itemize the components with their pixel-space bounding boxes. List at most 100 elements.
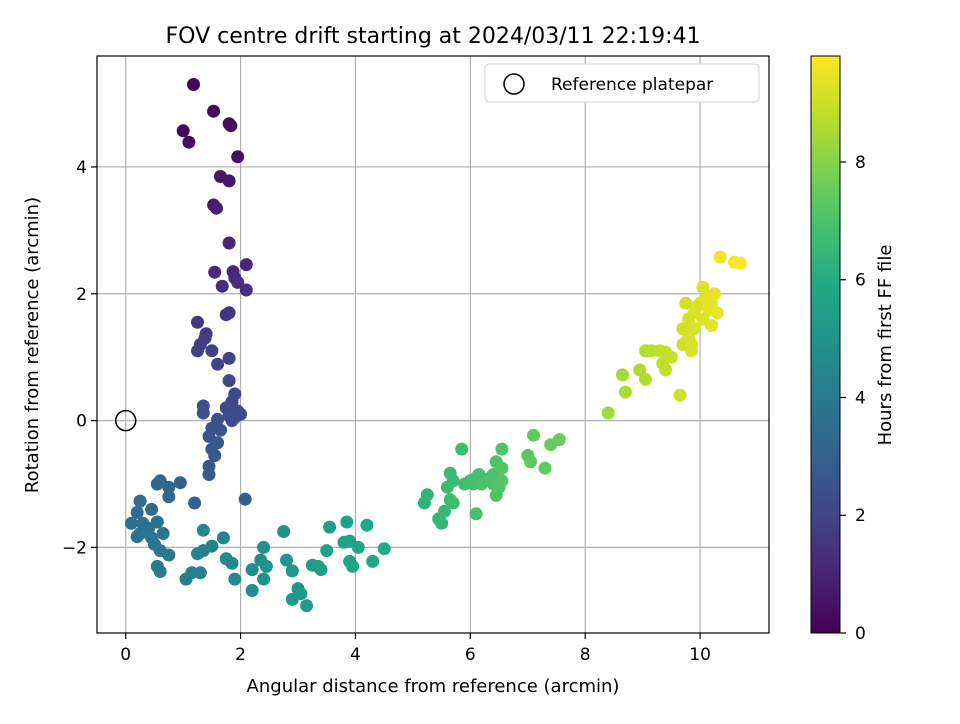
data-point — [495, 474, 509, 488]
data-point — [125, 516, 138, 530]
data-point — [601, 406, 615, 420]
data-point — [676, 322, 690, 336]
data-point — [222, 306, 236, 320]
x-tick-label: 6 — [465, 645, 476, 665]
data-point — [238, 492, 252, 506]
y-axis-label: Rotation from reference (arcmin) — [22, 197, 43, 493]
y-tick-label: −2 — [62, 538, 87, 558]
data-point — [300, 599, 314, 613]
data-point — [222, 236, 236, 250]
data-point — [182, 135, 196, 149]
data-point — [245, 584, 259, 597]
data-point — [664, 350, 678, 364]
x-axis-label: Angular distance from reference (arcmin) — [247, 676, 620, 697]
data-point — [228, 572, 242, 586]
data-point — [193, 566, 207, 580]
data-point — [673, 388, 687, 402]
data-point — [215, 279, 229, 293]
data-point — [616, 368, 629, 382]
data-point — [231, 150, 245, 164]
data-point — [187, 78, 200, 91]
data-point — [687, 322, 701, 336]
data-point — [202, 468, 216, 481]
data-point — [685, 344, 698, 358]
data-point — [222, 351, 236, 365]
data-point — [196, 406, 210, 420]
legend-marker-reference — [503, 73, 525, 95]
data-point — [446, 474, 460, 488]
data-point — [191, 315, 204, 329]
colorbar-tick-label: 0 — [855, 624, 866, 644]
data-point — [710, 306, 724, 320]
data-point — [340, 515, 354, 529]
data-point — [713, 250, 727, 264]
x-tick-label: 10 — [689, 645, 711, 665]
colorbar-tick-label: 8 — [855, 153, 866, 173]
data-point — [435, 516, 449, 530]
data-point — [231, 275, 245, 289]
data-point — [420, 488, 434, 502]
data-point — [150, 477, 164, 491]
data-point — [455, 442, 469, 456]
data-point — [239, 283, 253, 297]
data-points — [125, 78, 747, 613]
data-point — [294, 587, 308, 601]
legend-label: Reference platepar — [551, 75, 713, 95]
data-point — [495, 442, 509, 456]
data-point — [133, 494, 147, 508]
data-point — [156, 527, 170, 540]
data-point — [707, 287, 721, 301]
data-point — [259, 559, 273, 573]
data-point — [346, 559, 360, 573]
y-axis-ticks: −2 0 2 4 — [62, 158, 97, 558]
data-point — [314, 563, 328, 577]
data-point — [216, 531, 230, 545]
data-point — [285, 564, 299, 578]
data-point — [257, 540, 271, 554]
data-point — [188, 496, 202, 510]
colorbar: 0 2 4 6 8 Hours from first FF file — [810, 55, 896, 644]
data-point — [162, 490, 176, 504]
data-point — [360, 518, 374, 532]
data-point — [659, 363, 673, 377]
data-point — [524, 455, 538, 469]
data-point — [222, 374, 236, 388]
data-point — [224, 119, 238, 133]
colorbar-tick-label: 4 — [855, 388, 866, 408]
y-tick-label: 0 — [76, 412, 87, 432]
data-point — [469, 507, 483, 521]
data-point — [495, 461, 509, 475]
colorbar-ticks: 0 2 4 6 8 — [840, 153, 866, 644]
data-point — [207, 104, 221, 118]
data-point — [552, 433, 566, 447]
data-point — [162, 548, 176, 562]
data-point — [538, 461, 552, 475]
data-point — [257, 572, 271, 586]
data-point — [210, 201, 223, 215]
x-tick-label: 0 — [120, 645, 131, 665]
data-point — [679, 296, 693, 310]
legend-box — [484, 63, 760, 103]
data-point — [130, 506, 144, 519]
legend: Reference platepar — [484, 63, 760, 103]
data-point — [205, 539, 219, 553]
data-point — [150, 515, 164, 529]
data-point — [446, 496, 460, 510]
data-point — [618, 385, 632, 399]
data-point — [196, 523, 210, 537]
data-point — [205, 344, 219, 358]
data-point — [438, 504, 451, 518]
data-point — [208, 449, 222, 462]
data-point — [320, 544, 334, 558]
data-point — [176, 124, 190, 138]
data-point — [173, 476, 187, 490]
y-tick-label: 4 — [76, 158, 87, 178]
data-point — [191, 344, 204, 358]
data-point — [222, 174, 236, 188]
data-point — [214, 423, 227, 437]
data-point — [366, 554, 380, 568]
data-point — [277, 525, 291, 538]
x-tick-label: 2 — [235, 645, 246, 665]
data-point — [239, 258, 253, 272]
